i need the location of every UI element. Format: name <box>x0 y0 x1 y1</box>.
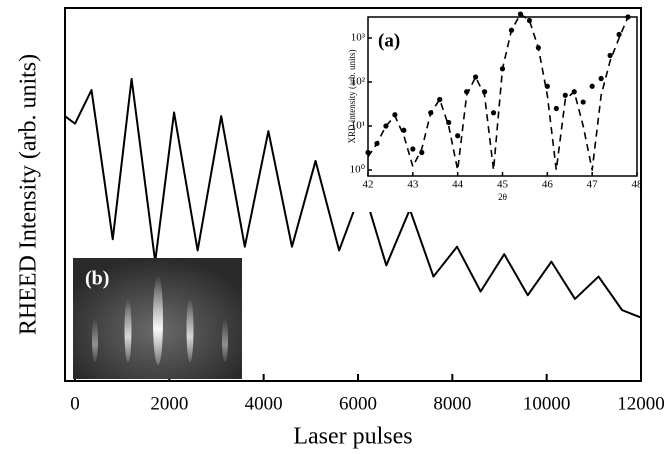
x-tick-label: 48 <box>632 179 644 191</box>
data-point <box>607 52 613 59</box>
data-point <box>446 119 452 126</box>
x-tick-label: 44 <box>452 179 464 191</box>
inset-label: (a) <box>378 30 400 51</box>
x-tick-label: 42 <box>363 179 374 191</box>
data-point <box>616 31 622 38</box>
x-tick-label: 43 <box>407 179 419 191</box>
streak <box>186 298 194 362</box>
x-tick-label: 47 <box>587 179 599 191</box>
plot-frame <box>64 7 642 382</box>
y-tick-label: 10³ <box>351 32 366 44</box>
x-tick-label: 0 <box>70 393 80 414</box>
streak <box>153 275 163 365</box>
data-point <box>526 17 533 24</box>
data-point <box>562 92 568 98</box>
x-tick-label: 46 <box>542 179 554 191</box>
x-tick-label: 12000 <box>617 393 665 414</box>
inset-label: (b) <box>85 268 109 290</box>
x-axis-label: Laser pulses <box>293 424 412 450</box>
y-tick-label: 10² <box>351 76 366 88</box>
data-point <box>589 83 595 89</box>
data-point <box>580 99 586 105</box>
x-tick-label: 2000 <box>150 393 188 414</box>
y-tick-label: 10⁰ <box>350 164 366 176</box>
x-tick-label: 10000 <box>523 393 571 414</box>
data-point <box>490 110 497 116</box>
data-line <box>64 77 642 319</box>
y-axis-label: RHEED Intensity (arb. units) <box>16 54 42 335</box>
y-axis-label: XRD intensity (arb. units) <box>347 50 357 144</box>
streak <box>222 318 228 362</box>
data-point <box>553 105 559 112</box>
x-tick-label: 4000 <box>245 393 283 414</box>
data-point <box>455 133 461 139</box>
main-chart: 0 2000 4000 6000 8000 10000 12000 Laser pulses R… <box>16 7 665 450</box>
rheed-image: (b) <box>73 258 242 379</box>
streak <box>92 318 98 362</box>
data-point <box>598 75 604 82</box>
x-axis-label: 2θ <box>498 192 507 202</box>
inset-chart: 42 43 44 45 46 47 48 10⁰ 10¹ 10² 10³ 2θ XRD intensit… <box>340 11 643 212</box>
data-line <box>367 13 629 171</box>
x-tick-label: 8000 <box>433 393 471 414</box>
data-point <box>410 146 416 152</box>
x-tick-label: 6000 <box>339 393 377 414</box>
y-tick-label: 10¹ <box>351 120 365 132</box>
x-tick-label: 45 <box>497 179 509 191</box>
streak <box>124 298 132 362</box>
data-point <box>392 112 398 118</box>
data-point <box>473 74 479 80</box>
inset-background <box>340 12 640 212</box>
